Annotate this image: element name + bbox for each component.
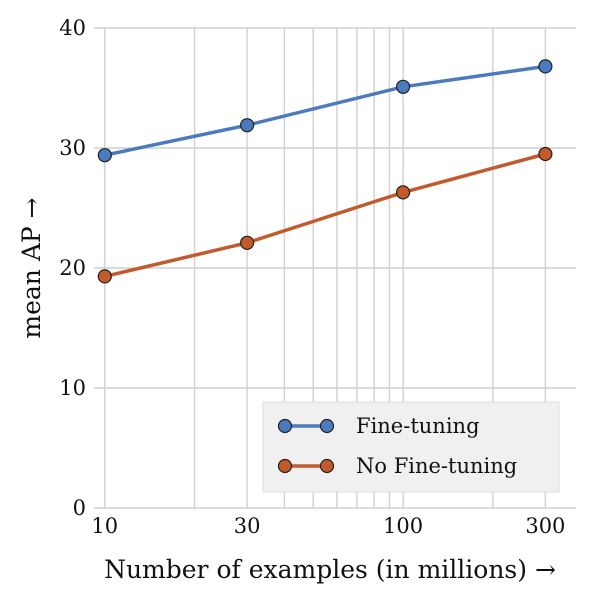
legend-item-fine-tuning: Fine-tuning (277, 414, 480, 438)
data-point (395, 79, 411, 94)
legend-marker (277, 458, 293, 474)
legend: Fine-tuning No Fine-tuning (262, 401, 560, 493)
legend-marker (277, 418, 293, 434)
legend-label: No Fine-tuning (356, 454, 517, 478)
data-point (538, 59, 553, 74)
legend-label: Fine-tuning (356, 414, 480, 438)
data-point (97, 269, 112, 284)
y-tick-label: 10 (59, 376, 86, 400)
y-tick-label: 40 (59, 16, 86, 40)
y-tick-label: 20 (59, 256, 86, 280)
series-line (104, 152, 546, 279)
series-layer (97, 59, 553, 284)
x-axis-label: Number of examples (in millions) → (104, 555, 556, 584)
y-tick-label: 0 (73, 496, 86, 520)
legend-marker (319, 458, 335, 474)
legend-marker (319, 418, 335, 434)
data-point (240, 235, 255, 250)
x-tick-label: 300 (525, 514, 565, 538)
legend-box (262, 401, 560, 493)
series-line (104, 64, 546, 157)
data-point (97, 148, 112, 163)
x-tick-label: 10 (91, 514, 118, 538)
legend-item-no-fine-tuning: No Fine-tuning (277, 454, 517, 478)
y-axis-label: mean AP → (17, 197, 46, 338)
data-point (538, 146, 553, 162)
data-point (395, 185, 411, 200)
x-tick-label: 100 (383, 514, 423, 538)
x-tick-label: 30 (234, 514, 261, 538)
y-tick-label: 30 (59, 136, 86, 160)
data-point (240, 118, 255, 133)
